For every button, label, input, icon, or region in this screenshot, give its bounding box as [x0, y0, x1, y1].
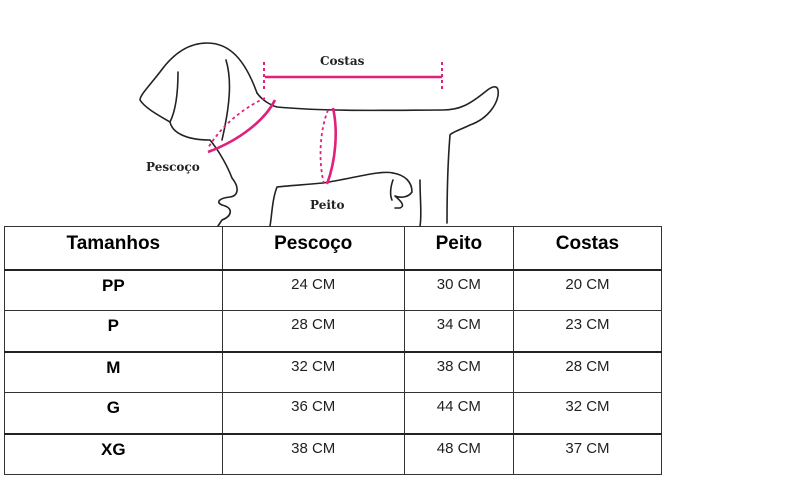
size-cell: P [4, 310, 223, 352]
chest-cell: 30 CM [403, 268, 514, 311]
neck-cell: 32 CM [221, 350, 405, 393]
back-cell: 20 CM [512, 268, 663, 311]
neck-cell: 24 CM [221, 268, 405, 311]
size-cell: XG [4, 432, 223, 475]
size-cell: PP [4, 268, 223, 311]
header-size: Tamanhos [4, 226, 223, 270]
neck-label: Pescoço [146, 160, 200, 174]
dog-measurement-illustration: Costas Pescoço Peito [139, 42, 499, 227]
dog-outline [139, 42, 499, 227]
back-cell: 32 CM [512, 392, 663, 434]
measurement-lines [207, 62, 443, 185]
back-cell: 23 CM [512, 310, 663, 352]
back-label: Costas [320, 54, 365, 68]
chest-cell: 48 CM [403, 432, 514, 475]
header-neck: Pescoço [221, 226, 405, 270]
neck-cell: 38 CM [221, 432, 405, 475]
neck-line [207, 99, 277, 154]
table-row: PP 24 CM 30 CM 20 CM [4, 268, 663, 311]
table-header-row: Tamanhos Pescoço Peito Costas [4, 226, 663, 270]
table-row: P 28 CM 34 CM 23 CM [4, 310, 663, 352]
back-cell: 28 CM [512, 350, 663, 393]
header-chest: Peito [403, 226, 514, 270]
chest-line [325, 107, 337, 185]
neck-cell: 28 CM [221, 310, 405, 352]
chest-cell: 44 CM [403, 392, 514, 434]
neck-cell: 36 CM [221, 392, 405, 434]
size-table: Tamanhos Pescoço Peito Costas PP 24 CM 3… [4, 226, 663, 475]
chest-cell: 34 CM [403, 310, 514, 352]
neck-dashed-line [207, 97, 266, 149]
back-cell: 37 CM [512, 432, 663, 475]
chest-dashed-line [319, 109, 329, 185]
header-back: Costas [512, 226, 663, 270]
chest-cell: 38 CM [403, 350, 514, 393]
size-cell: M [4, 350, 223, 393]
table-row: G 36 CM 44 CM 32 CM [4, 392, 663, 434]
table-row: XG 38 CM 48 CM 37 CM [4, 432, 663, 475]
size-cell: G [4, 392, 223, 434]
table-row: M 32 CM 38 CM 28 CM [4, 350, 663, 393]
chest-label: Peito [310, 198, 344, 212]
